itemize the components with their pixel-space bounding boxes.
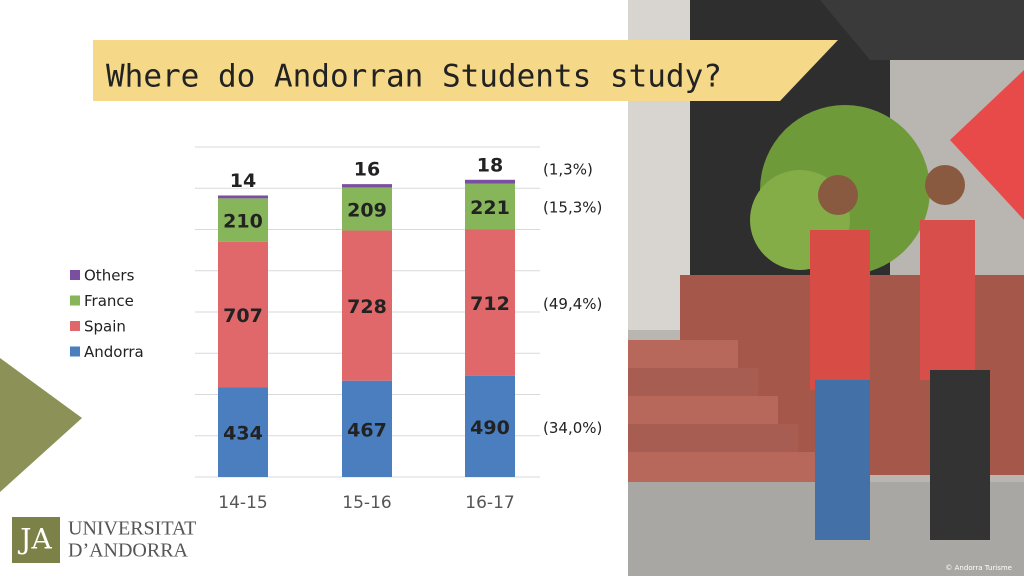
value-label: 467 xyxy=(347,419,387,441)
legend-label: Andorra xyxy=(84,343,144,361)
bar-segment xyxy=(218,387,268,477)
svg-text:JA: JA xyxy=(17,523,52,556)
bar-segment xyxy=(218,195,268,199)
legend-label: France xyxy=(84,292,134,310)
chart-title: Where do Andorran Students study? xyxy=(106,59,722,95)
value-label: 209 xyxy=(347,199,387,221)
value-label: 221 xyxy=(470,197,510,219)
value-label: 14 xyxy=(230,170,256,192)
photo: © Andorra Turisme xyxy=(628,0,1024,576)
value-label: 434 xyxy=(223,423,263,445)
bar-segment xyxy=(465,375,515,477)
share-label: (34,0%) xyxy=(543,419,602,437)
legend-label: Spain xyxy=(84,318,126,336)
bar-segment xyxy=(218,198,268,242)
value-label: 210 xyxy=(223,211,263,233)
x-tick-label: 14-15 xyxy=(218,493,267,513)
legend-swatch xyxy=(70,295,80,306)
logo-line: D’ANDORRA xyxy=(68,540,189,562)
chart: 434 707 210 14 14-15 467 728 209 16 15-16 490 712 22… xyxy=(70,146,602,513)
bar-segment xyxy=(465,229,515,376)
bar-segment xyxy=(342,230,392,381)
bar-segment xyxy=(218,241,268,388)
bar-segment xyxy=(465,179,515,184)
legend-swatch xyxy=(70,346,80,357)
share-label: (15,3%) xyxy=(543,199,602,217)
value-label: 490 xyxy=(470,417,510,439)
bar-segment xyxy=(342,184,392,188)
logo: JA UNIVERSITAT D’ANDORRA xyxy=(12,517,196,563)
legend-swatch xyxy=(70,321,80,331)
x-tick-label: 15-16 xyxy=(342,493,391,513)
bar-segment xyxy=(342,187,392,231)
title-banner xyxy=(93,40,838,101)
value-label: 712 xyxy=(470,293,510,315)
value-label: 728 xyxy=(347,296,387,318)
bar-segment xyxy=(465,183,515,230)
legend-swatch xyxy=(70,270,80,280)
photo-credit: © Andorra Turisme xyxy=(945,564,1012,572)
bar-segment xyxy=(342,380,392,477)
x-tick-label: 16-17 xyxy=(465,493,514,513)
legend-label: Others xyxy=(84,267,135,285)
share-label: (49,4%) xyxy=(543,295,602,313)
value-label: 707 xyxy=(223,305,263,327)
value-label: 16 xyxy=(354,159,380,181)
logo-line: UNIVERSITAT xyxy=(68,518,196,540)
value-label: 18 xyxy=(477,154,503,176)
share-label: (1,3%) xyxy=(543,161,593,179)
decor-triangle xyxy=(0,358,82,492)
